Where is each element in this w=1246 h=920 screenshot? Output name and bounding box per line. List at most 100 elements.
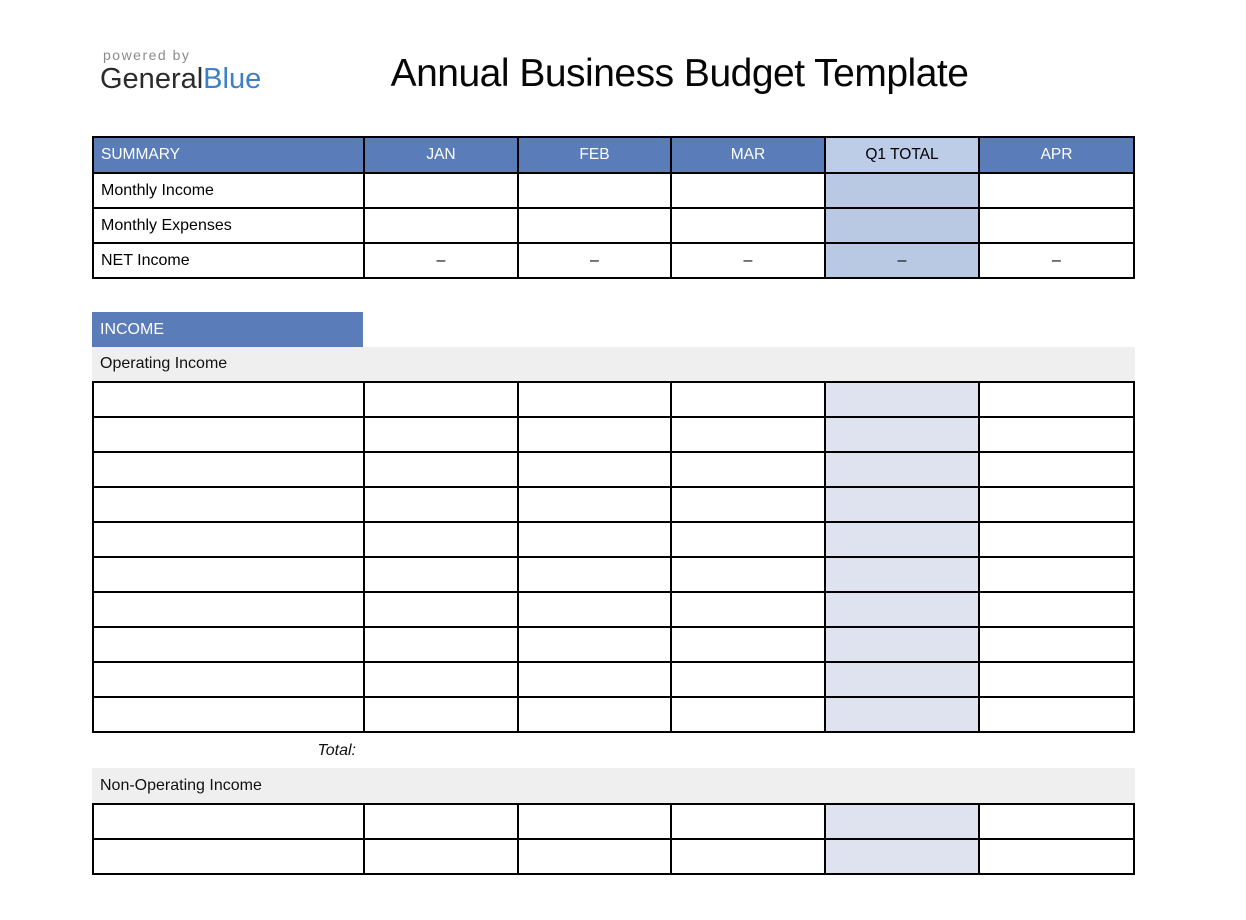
spreadsheet-empty-cell[interactable] (672, 663, 826, 698)
spreadsheet-empty-cell (826, 558, 980, 593)
summary-table: SUMMARY JAN FEB MAR Q1 TOTAL APR Monthly… (92, 136, 1135, 279)
spreadsheet-empty-cell[interactable] (519, 663, 672, 698)
operating-income-band: Operating Income (92, 347, 1135, 381)
row-label-net-income: NET Income (94, 244, 365, 279)
header-feb: FEB (519, 138, 672, 174)
spreadsheet-empty-cell[interactable] (980, 558, 1135, 593)
spreadsheet-empty-cell[interactable] (519, 840, 672, 875)
cell-monthly-income-q1 (826, 174, 980, 209)
spreadsheet-empty-cell[interactable] (94, 383, 365, 418)
spreadsheet-empty-cell[interactable] (94, 453, 365, 488)
spreadsheet-empty-cell[interactable] (672, 593, 826, 628)
spreadsheet-empty-cell[interactable] (980, 523, 1135, 558)
spreadsheet-empty-cell[interactable] (365, 663, 519, 698)
spreadsheet-empty-cell[interactable] (672, 805, 826, 840)
cell-net-income-q1: – (826, 244, 980, 279)
spreadsheet-empty-cell[interactable] (365, 628, 519, 663)
spreadsheet-empty-cell[interactable] (365, 488, 519, 523)
spreadsheet-empty-cell[interactable] (94, 523, 365, 558)
spreadsheet-empty-cell[interactable] (519, 453, 672, 488)
spreadsheet-empty-cell[interactable] (365, 840, 519, 875)
non-operating-income-band: Non-Operating Income (92, 768, 1135, 803)
spreadsheet-empty-cell[interactable] (365, 698, 519, 733)
spreadsheet-empty-cell[interactable] (672, 523, 826, 558)
cell-net-income-mar: – (672, 244, 826, 279)
spreadsheet-empty-cell[interactable] (672, 453, 826, 488)
cell-monthly-expenses-feb[interactable] (519, 209, 672, 244)
spreadsheet-empty-cell[interactable] (672, 698, 826, 733)
spreadsheet-empty-cell[interactable] (672, 628, 826, 663)
header-jan: JAN (365, 138, 519, 174)
spreadsheet-empty-cell (826, 488, 980, 523)
spreadsheet-empty-cell (826, 840, 980, 875)
spreadsheet-empty-cell (826, 453, 980, 488)
spreadsheet-empty-cell (826, 628, 980, 663)
cell-monthly-expenses-jan[interactable] (365, 209, 519, 244)
spreadsheet-empty-cell[interactable] (519, 523, 672, 558)
spreadsheet-empty-cell[interactable] (94, 628, 365, 663)
header-mar: MAR (672, 138, 826, 174)
spreadsheet-empty-cell[interactable] (365, 383, 519, 418)
spreadsheet-empty-cell[interactable] (672, 383, 826, 418)
spreadsheet-empty-cell[interactable] (980, 488, 1135, 523)
operating-income-total-label: Total: (317, 742, 356, 759)
cell-net-income-apr: – (980, 244, 1135, 279)
cell-monthly-expenses-apr[interactable] (980, 209, 1135, 244)
spreadsheet-empty-cell[interactable] (519, 418, 672, 453)
cell-monthly-expenses-mar[interactable] (672, 209, 826, 244)
spreadsheet-empty-cell[interactable] (980, 805, 1135, 840)
spreadsheet-empty-cell[interactable] (94, 840, 365, 875)
spreadsheet-empty-cell[interactable] (980, 663, 1135, 698)
spreadsheet-empty-cell[interactable] (519, 383, 672, 418)
spreadsheet-empty-cell[interactable] (672, 840, 826, 875)
spreadsheet-empty-cell[interactable] (365, 418, 519, 453)
spreadsheet-empty-cell[interactable] (365, 593, 519, 628)
spreadsheet-empty-cell[interactable] (519, 558, 672, 593)
spreadsheet-empty-cell[interactable] (519, 628, 672, 663)
spreadsheet-empty-cell[interactable] (519, 698, 672, 733)
spreadsheet-empty-cell (826, 593, 980, 628)
spreadsheet-empty-cell[interactable] (365, 805, 519, 840)
spreadsheet-empty-cell[interactable] (519, 805, 672, 840)
cell-monthly-income-jan[interactable] (365, 174, 519, 209)
spreadsheet-empty-cell (826, 383, 980, 418)
brand-general: General (100, 63, 204, 95)
spreadsheet-empty-cell[interactable] (365, 558, 519, 593)
cell-net-income-feb: – (519, 244, 672, 279)
non-operating-income-grid (92, 803, 1135, 875)
spreadsheet-empty-cell (826, 805, 980, 840)
spreadsheet-empty-cell[interactable] (980, 840, 1135, 875)
spreadsheet-empty-cell[interactable] (519, 593, 672, 628)
spreadsheet-empty-cell[interactable] (365, 523, 519, 558)
brand-wordmark: GeneralBlue (100, 65, 261, 94)
page-title: Annual Business Budget Template (390, 52, 969, 95)
spreadsheet-empty-cell[interactable] (672, 558, 826, 593)
spreadsheet-empty-cell[interactable] (672, 488, 826, 523)
spreadsheet-empty-cell[interactable] (94, 698, 365, 733)
spreadsheet-empty-cell[interactable] (980, 453, 1135, 488)
spreadsheet-empty-cell[interactable] (519, 488, 672, 523)
spreadsheet-empty-cell[interactable] (94, 805, 365, 840)
spreadsheet-empty-cell[interactable] (980, 593, 1135, 628)
header-summary: SUMMARY (94, 138, 365, 174)
spreadsheet-empty-cell[interactable] (980, 628, 1135, 663)
cell-monthly-income-feb[interactable] (519, 174, 672, 209)
spreadsheet-empty-cell[interactable] (94, 593, 365, 628)
header-q1-total: Q1 TOTAL (826, 138, 980, 174)
cell-monthly-income-mar[interactable] (672, 174, 826, 209)
spreadsheet-empty-cell[interactable] (980, 698, 1135, 733)
spreadsheet-empty-cell[interactable] (94, 663, 365, 698)
spreadsheet-empty-cell (826, 663, 980, 698)
spreadsheet-empty-cell[interactable] (365, 453, 519, 488)
spreadsheet-empty-cell[interactable] (672, 418, 826, 453)
spreadsheet-empty-cell[interactable] (980, 383, 1135, 418)
spreadsheet-empty-cell[interactable] (94, 558, 365, 593)
cell-monthly-income-apr[interactable] (980, 174, 1135, 209)
spreadsheet-empty-cell[interactable] (980, 418, 1135, 453)
spreadsheet-empty-cell[interactable] (94, 418, 365, 453)
brand-blue: Blue (203, 63, 262, 95)
general-blue-logo: powered by GeneralBlue (100, 48, 261, 94)
spreadsheet-empty-cell[interactable] (94, 488, 365, 523)
row-label-monthly-income: Monthly Income (94, 174, 365, 209)
